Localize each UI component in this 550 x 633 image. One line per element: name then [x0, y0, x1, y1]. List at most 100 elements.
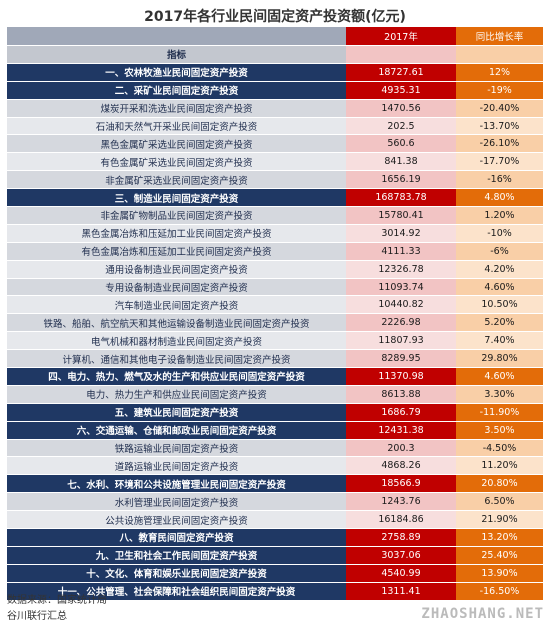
row-value: 15780.41	[346, 206, 456, 225]
row-growth: 7.40%	[456, 331, 543, 351]
row-value: 4540.99	[346, 564, 456, 583]
table-row: 非金属矿物制品业民间固定资产投资 15780.41 1.20%	[7, 206, 543, 225]
row-name: 电力、热力生产和供应业民间固定资产投资	[7, 385, 346, 404]
table-row: 煤炭开采和洗选业民间固定资产投资 1470.56 -20.40%	[7, 99, 543, 118]
row-name: 九、卫生和社会工作民间固定资产投资	[7, 546, 346, 565]
table-row: 专用设备制造业民间固定资产投资 11093.74 4.60%	[7, 278, 543, 297]
row-growth: -16.50%	[456, 582, 543, 601]
table-row: 一、农林牧渔业民间固定资产投资 18727.61 12%	[7, 63, 543, 82]
row-growth: -13.70%	[456, 117, 543, 136]
table-row: 有色金属冶炼和压延加工业民间固定资产投资 4111.33 -6%	[7, 242, 543, 261]
row-name: 电气机械和器材制造业民间固定资产投资	[7, 331, 346, 351]
table-header-row: 2017年 同比增长率	[7, 27, 543, 46]
row-value: 11370.98	[346, 367, 456, 386]
row-growth: 11.20%	[456, 456, 543, 476]
row-value: 168783.78	[346, 188, 456, 208]
column-label-growth-blank	[456, 45, 543, 64]
row-value: 841.38	[346, 152, 456, 172]
row-name: 有色金属矿采选业民间固定资产投资	[7, 152, 346, 172]
table-row: 石油和天然气开采业民间固定资产投资 202.5 -13.70%	[7, 117, 543, 136]
row-value: 2758.89	[346, 528, 456, 547]
row-value: 8289.95	[346, 349, 456, 369]
table-row: 公共设施管理业民间固定资产投资 16184.86 21.90%	[7, 510, 543, 530]
row-value: 560.6	[346, 134, 456, 154]
row-growth: 4.60%	[456, 367, 543, 386]
table-row: 道路运输业民间固定资产投资 4868.26 11.20%	[7, 456, 543, 476]
row-growth: 25.40%	[456, 546, 543, 565]
row-name: 十一、公共管理、社会保障和社会组织民间固定资产投资	[7, 582, 346, 601]
table-row: 电气机械和器材制造业民间固定资产投资 11807.93 7.40%	[7, 331, 543, 351]
row-name: 专用设备制造业民间固定资产投资	[7, 278, 346, 297]
table-row: 六、交通运输、仓储和邮政业民间固定资产投资 12431.38 3.50%	[7, 421, 543, 440]
row-name: 汽车制造业民间固定资产投资	[7, 295, 346, 315]
table-row: 电力、热力生产和供应业民间固定资产投资 8613.88 3.30%	[7, 385, 543, 404]
table-row: 有色金属矿采选业民间固定资产投资 841.38 -17.70%	[7, 152, 543, 172]
row-value: 4935.31	[346, 81, 456, 100]
table-row: 四、电力、热力、燃气及水的生产和供应业民间固定资产投资 11370.98 4.60%	[7, 367, 543, 386]
row-value: 4868.26	[346, 456, 456, 476]
header-blank	[7, 27, 346, 46]
table-row: 黑色金属冶炼和压延加工业民间固定资产投资 3014.92 -10%	[7, 224, 543, 243]
row-growth: -19%	[456, 81, 543, 100]
row-value: 1243.76	[346, 492, 456, 512]
row-growth: -16%	[456, 170, 543, 190]
table-row: 计算机、通信和其他电子设备制造业民间固定资产投资 8289.95 29.80%	[7, 349, 543, 369]
source-note: 数据来源：国家统计局	[7, 595, 107, 606]
row-value: 10440.82	[346, 295, 456, 315]
row-name: 非金属矿物制品业民间固定资产投资	[7, 206, 346, 225]
row-name: 八、教育民间固定资产投资	[7, 528, 346, 547]
table-row: 非金属矿采选业民间固定资产投资 1656.19 -16%	[7, 170, 543, 190]
table-row: 七、水利、环境和公共设施管理业民间固定资产投资 18566.9 20.80%	[7, 474, 543, 494]
row-growth: 13.20%	[456, 528, 543, 547]
column-label: 指标	[7, 45, 346, 64]
table-row: 九、卫生和社会工作民间固定资产投资 3037.06 25.40%	[7, 546, 543, 565]
row-name: 公共设施管理业民间固定资产投资	[7, 510, 346, 530]
header-growth: 同比增长率	[456, 27, 543, 46]
row-value: 1470.56	[346, 99, 456, 118]
table-row: 黑色金属矿采选业民间固定资产投资 560.6 -26.10%	[7, 134, 543, 154]
row-value: 1311.41	[346, 582, 456, 601]
row-value: 8613.88	[346, 385, 456, 404]
row-name: 煤炭开采和洗选业民间固定资产投资	[7, 99, 346, 118]
row-growth: 20.80%	[456, 474, 543, 494]
column-label-row: 指标	[7, 45, 543, 64]
row-growth: -20.40%	[456, 99, 543, 118]
row-name: 水利管理业民间固定资产投资	[7, 492, 346, 512]
row-growth: 5.20%	[456, 313, 543, 333]
column-label-val-blank	[346, 45, 456, 64]
row-name: 四、电力、热力、燃气及水的生产和供应业民间固定资产投资	[7, 367, 346, 386]
row-growth: 4.20%	[456, 260, 543, 279]
row-value: 18727.61	[346, 63, 456, 82]
row-growth: 3.50%	[456, 421, 543, 440]
row-name: 计算机、通信和其他电子设备制造业民间固定资产投资	[7, 349, 346, 369]
row-value: 4111.33	[346, 242, 456, 261]
row-growth: 6.50%	[456, 492, 543, 512]
row-name: 黑色金属冶炼和压延加工业民间固定资产投资	[7, 224, 346, 243]
table-row: 十、文化、体育和娱乐业民间固定资产投资 4540.99 13.90%	[7, 564, 543, 583]
row-name: 有色金属冶炼和压延加工业民间固定资产投资	[7, 242, 346, 261]
table-row: 八、教育民间固定资产投资 2758.89 13.20%	[7, 528, 543, 547]
table-row: 通用设备制造业民间固定资产投资 12326.78 4.20%	[7, 260, 543, 279]
row-growth: -17.70%	[456, 152, 543, 172]
table-row: 十一、公共管理、社会保障和社会组织民间固定资产投资 1311.41 -16.50%	[7, 582, 543, 601]
row-name: 通用设备制造业民间固定资产投资	[7, 260, 346, 279]
row-growth: 29.80%	[456, 349, 543, 369]
row-name: 五、建筑业民间固定资产投资	[7, 403, 346, 422]
compiled-note: 谷川联行汇总	[7, 611, 67, 622]
row-growth: 13.90%	[456, 564, 543, 583]
row-growth: -4.50%	[456, 439, 543, 458]
row-value: 12326.78	[346, 260, 456, 279]
row-value: 11093.74	[346, 278, 456, 297]
row-value: 1656.19	[346, 170, 456, 190]
row-name: 十、文化、体育和娱乐业民间固定资产投资	[7, 564, 346, 583]
investment-table: 2017年 同比增长率 指标 一、农林牧渔业民间固定资产投资 18727.61 12…	[7, 27, 543, 601]
row-name: 铁路、船舶、航空航天和其他运输设备制造业民间固定资产投资	[7, 313, 346, 333]
table-row: 铁路、船舶、航空航天和其他运输设备制造业民间固定资产投资 2226.98 5.20%	[7, 313, 543, 333]
table-row: 五、建筑业民间固定资产投资 1686.79 -11.90%	[7, 403, 543, 422]
row-growth: 21.90%	[456, 510, 543, 530]
row-value: 202.5	[346, 117, 456, 136]
row-value: 200.3	[346, 439, 456, 458]
row-growth: -6%	[456, 242, 543, 261]
row-growth: -11.90%	[456, 403, 543, 422]
row-name: 三、制造业民间固定资产投资	[7, 188, 346, 208]
